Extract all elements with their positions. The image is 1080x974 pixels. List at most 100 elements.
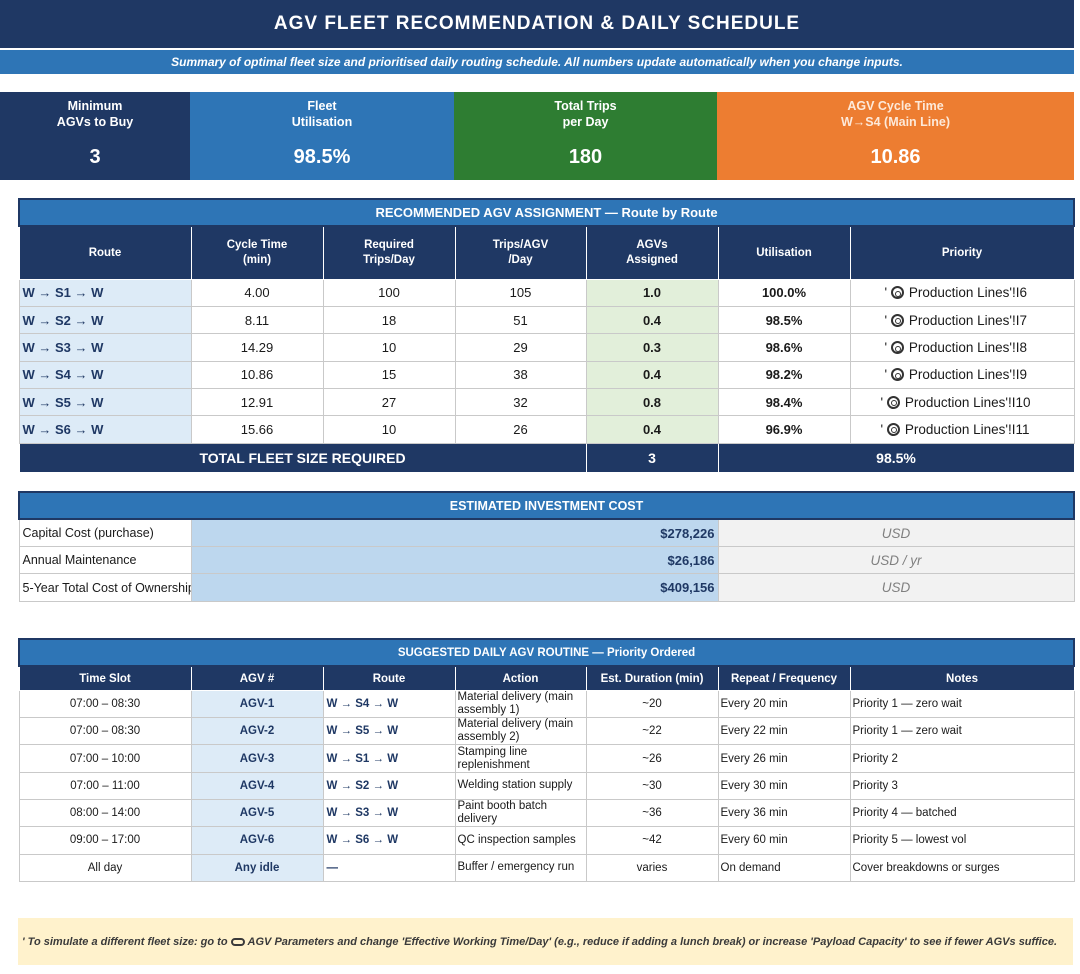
action-cell[interactable]: Paint booth batch delivery — [454, 798, 587, 828]
route-cell[interactable]: W → S1 → W — [322, 744, 456, 773]
route-cell[interactable]: W → S6 → W — [322, 826, 456, 855]
cycle-cell[interactable]: 8.11 — [190, 306, 324, 335]
duration-cell[interactable]: varies — [585, 853, 719, 882]
agvs-cell[interactable]: 0.4 — [585, 360, 719, 389]
agv-id[interactable]: AGV-4 — [190, 771, 324, 800]
column-header[interactable]: Priority — [849, 225, 1075, 280]
column-header[interactable]: AGVs Assigned — [585, 225, 719, 280]
route-cell[interactable]: W → S4 → W — [322, 689, 456, 719]
util-cell[interactable]: 98.5% — [717, 306, 851, 335]
frequency-cell[interactable]: Every 60 min — [717, 826, 851, 855]
priority-cell[interactable]: ' Production Lines'!I9 — [849, 360, 1075, 389]
action-cell[interactable]: Buffer / emergency run — [454, 853, 587, 882]
util-cell[interactable]: 96.9% — [717, 415, 851, 444]
action-cell[interactable]: Welding station supply — [454, 771, 587, 800]
cost-amount[interactable]: $26,186 — [190, 546, 719, 575]
time-slot[interactable]: 07:00 – 08:30 — [18, 717, 192, 746]
notes-cell[interactable]: Priority 5 — lowest vol — [849, 826, 1075, 855]
column-header[interactable]: Action — [454, 665, 587, 691]
column-header[interactable]: Notes — [849, 665, 1075, 691]
column-header[interactable]: Route — [18, 225, 192, 280]
agvs-cell[interactable]: 1.0 — [585, 278, 719, 308]
column-header[interactable]: AGV # — [190, 665, 324, 691]
agvs-cell[interactable]: 0.4 — [585, 415, 719, 444]
time-slot[interactable]: 07:00 – 08:30 — [18, 689, 192, 719]
agv-id[interactable]: Any idle — [190, 853, 324, 882]
util-cell[interactable]: 100.0% — [717, 278, 851, 308]
route-cell[interactable]: W → S3 → W — [322, 798, 456, 828]
frequency-cell[interactable]: Every 30 min — [717, 771, 851, 800]
notes-cell[interactable]: Priority 1 — zero wait — [849, 717, 1075, 746]
required-cell[interactable]: 27 — [322, 387, 456, 417]
cost-amount[interactable]: $278,226 — [190, 518, 719, 548]
trips-cell[interactable]: 26 — [454, 415, 587, 444]
required-cell[interactable]: 15 — [322, 360, 456, 389]
frequency-cell[interactable]: On demand — [717, 853, 851, 882]
notes-cell[interactable]: Cover breakdowns or surges — [849, 853, 1075, 882]
priority-cell[interactable]: ' Production Lines'!I6 — [849, 278, 1075, 308]
trips-cell[interactable]: 29 — [454, 333, 587, 362]
link-icon[interactable] — [230, 937, 245, 946]
trips-cell[interactable]: 38 — [454, 360, 587, 389]
route-cell[interactable]: W → S3 → W — [18, 333, 192, 362]
action-cell[interactable]: Stamping line replenishment — [454, 744, 587, 773]
agv-id[interactable]: AGV-1 — [190, 689, 324, 719]
route-cell[interactable]: — — [322, 853, 456, 882]
column-header[interactable]: Required Trips/Day — [322, 225, 456, 280]
cycle-cell[interactable]: 10.86 — [190, 360, 324, 389]
route-cell[interactable]: W → S1 → W — [18, 278, 192, 308]
route-cell[interactable]: W → S6 → W — [18, 415, 192, 444]
time-slot[interactable]: 08:00 – 14:00 — [18, 798, 192, 828]
required-cell[interactable]: 100 — [322, 278, 456, 308]
trips-cell[interactable]: 51 — [454, 306, 587, 335]
agv-id[interactable]: AGV-5 — [190, 798, 324, 828]
frequency-cell[interactable]: Every 26 min — [717, 744, 851, 773]
trips-cell[interactable]: 32 — [454, 387, 587, 417]
route-cell[interactable]: W → S2 → W — [322, 771, 456, 800]
column-header[interactable]: Est. Duration (min) — [585, 665, 719, 691]
util-cell[interactable]: 98.2% — [717, 360, 851, 389]
total-util[interactable]: 98.5% — [717, 442, 1075, 473]
action-cell[interactable]: Material delivery (main assembly 2) — [454, 717, 587, 746]
time-slot[interactable]: All day — [18, 853, 192, 882]
time-slot[interactable]: 09:00 – 17:00 — [18, 826, 192, 855]
route-cell[interactable]: W → S2 → W — [18, 306, 192, 335]
priority-cell[interactable]: ' Production Lines'!I7 — [849, 306, 1075, 335]
kpi-total-trips[interactable]: Total Trips per Day 180 — [454, 92, 717, 180]
column-header[interactable]: Utilisation — [717, 225, 851, 280]
frequency-cell[interactable]: Every 36 min — [717, 798, 851, 828]
trips-cell[interactable]: 105 — [454, 278, 587, 308]
action-cell[interactable]: QC inspection samples — [454, 826, 587, 855]
notes-cell[interactable]: Priority 4 — batched — [849, 798, 1075, 828]
frequency-cell[interactable]: Every 22 min — [717, 717, 851, 746]
priority-cell[interactable]: ' Production Lines'!I8 — [849, 333, 1075, 362]
notes-cell[interactable]: Priority 1 — zero wait — [849, 689, 1075, 719]
cycle-cell[interactable]: 14.29 — [190, 333, 324, 362]
duration-cell[interactable]: ~22 — [585, 717, 719, 746]
required-cell[interactable]: 10 — [322, 415, 456, 444]
required-cell[interactable]: 10 — [322, 333, 456, 362]
util-cell[interactable]: 98.4% — [717, 387, 851, 417]
column-header[interactable]: Route — [322, 665, 456, 691]
action-cell[interactable]: Material delivery (main assembly 1) — [454, 689, 587, 719]
priority-cell[interactable]: ' Production Lines'!I11 — [849, 415, 1075, 444]
agvs-cell[interactable]: 0.4 — [585, 306, 719, 335]
notes-cell[interactable]: Priority 2 — [849, 744, 1075, 773]
cycle-cell[interactable]: 12.91 — [190, 387, 324, 417]
cycle-cell[interactable]: 4.00 — [190, 278, 324, 308]
column-header[interactable]: Time Slot — [18, 665, 192, 691]
column-header[interactable]: Trips/AGV/Day — [454, 225, 587, 280]
column-header[interactable]: Repeat / Frequency — [717, 665, 851, 691]
agvs-cell[interactable]: 0.8 — [585, 387, 719, 417]
time-slot[interactable]: 07:00 – 11:00 — [18, 771, 192, 800]
agv-id[interactable]: AGV-6 — [190, 826, 324, 855]
duration-cell[interactable]: ~30 — [585, 771, 719, 800]
notes-cell[interactable]: Priority 3 — [849, 771, 1075, 800]
route-cell[interactable]: W → S5 → W — [322, 717, 456, 746]
kpi-fleet-utilisation[interactable]: Fleet Utilisation 98.5% — [190, 92, 454, 180]
total-agvs[interactable]: 3 — [585, 442, 719, 473]
route-cell[interactable]: W → S4 → W — [18, 360, 192, 389]
frequency-cell[interactable]: Every 20 min — [717, 689, 851, 719]
kpi-cycle-time[interactable]: AGV Cycle Time W→S4 (Main Line) 10.86 — [717, 92, 1074, 180]
util-cell[interactable]: 98.6% — [717, 333, 851, 362]
